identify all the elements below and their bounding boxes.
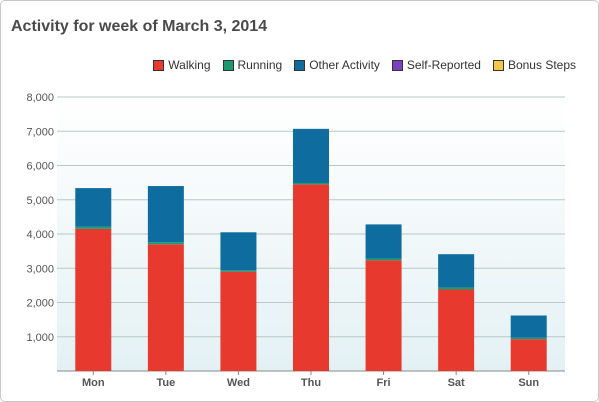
legend-label-walking: Walking xyxy=(168,58,211,72)
bar-segment-running-thu[interactable] xyxy=(293,182,329,185)
bar-segment-walking-sat[interactable] xyxy=(438,289,475,371)
bar-segment-other-activity-wed[interactable] xyxy=(220,232,257,271)
x-tick-label: Wed xyxy=(227,377,250,389)
y-tick-label: 3,000 xyxy=(26,263,54,275)
chart-title: Activity for week of March 3, 2014 xyxy=(11,18,268,35)
legend-label-self-reported: Self-Reported xyxy=(406,58,481,72)
legend-swatch-self-reported xyxy=(391,59,403,71)
bar-segment-other-activity-thu[interactable] xyxy=(293,128,329,183)
legend-label-running: Running xyxy=(237,58,283,72)
bar-segment-walking-wed[interactable] xyxy=(220,271,257,371)
bar-segment-running-sun[interactable] xyxy=(510,337,547,340)
y-tick-label: 2,000 xyxy=(26,298,54,310)
bar-segment-walking-fri[interactable] xyxy=(365,260,402,371)
legend-item-walking[interactable]: Walking xyxy=(153,58,211,72)
bar-segment-other-activity-tue[interactable] xyxy=(147,186,184,243)
bar-segment-other-activity-mon[interactable] xyxy=(75,188,112,227)
x-tick-label: Sat xyxy=(448,377,465,389)
legend-swatch-walking xyxy=(153,59,165,71)
bar-segment-running-tue[interactable] xyxy=(147,242,184,245)
legend-swatch-other-activity xyxy=(294,59,306,71)
y-tick-label: 8,000 xyxy=(26,92,54,104)
x-tick-label: Mon xyxy=(82,377,105,389)
y-tick-label: 5,000 xyxy=(26,195,54,207)
x-tick-label: Thu xyxy=(301,377,321,389)
legend-item-self-reported[interactable]: Self-Reported xyxy=(391,58,481,72)
bar-segment-walking-tue[interactable] xyxy=(147,244,184,371)
x-tick-label: Tue xyxy=(156,377,175,389)
legend-label-bonus-steps: Bonus Steps xyxy=(507,58,576,72)
bar-segment-walking-thu[interactable] xyxy=(293,184,329,371)
legend-label-other-activity: Other Activity xyxy=(309,58,380,72)
legend-item-other-activity[interactable]: Other Activity xyxy=(294,58,380,72)
legend-swatch-bonus-steps xyxy=(492,59,504,71)
x-tick-label: Fri xyxy=(377,377,391,389)
legend-item-running[interactable]: Running xyxy=(222,58,283,72)
bar-segment-other-activity-sun[interactable] xyxy=(510,315,547,338)
y-tick-label: 1,000 xyxy=(26,332,54,344)
x-axis: Mon Tue Wed Thu Fri Sat Sun xyxy=(82,371,539,389)
y-tick-label: 4,000 xyxy=(26,229,54,241)
y-tick-label: 6,000 xyxy=(26,161,54,173)
y-tick-label: 7,000 xyxy=(26,126,54,138)
bar-segment-other-activity-fri[interactable] xyxy=(365,224,402,259)
legend-item-bonus-steps[interactable]: Bonus Steps xyxy=(492,58,576,72)
chart-legend: Walking Running Other Activity Self-Repo… xyxy=(153,58,576,72)
x-tick-label: Sun xyxy=(518,377,539,389)
bar-segment-walking-mon[interactable] xyxy=(75,228,112,371)
bar-segment-running-wed[interactable] xyxy=(220,270,257,272)
bar-segment-running-mon[interactable] xyxy=(75,226,112,229)
bar-segment-running-sat[interactable] xyxy=(438,287,475,290)
bar-segment-other-activity-sat[interactable] xyxy=(438,254,475,288)
bar-segment-walking-sun[interactable] xyxy=(510,339,547,371)
legend-swatch-running xyxy=(222,59,234,71)
bar-segment-running-fri[interactable] xyxy=(365,258,402,261)
y-axis: 1,000 2,000 3,000 4,000 5,000 6,000 7,000 8,000 xyxy=(26,92,54,344)
bar-group xyxy=(75,128,547,371)
